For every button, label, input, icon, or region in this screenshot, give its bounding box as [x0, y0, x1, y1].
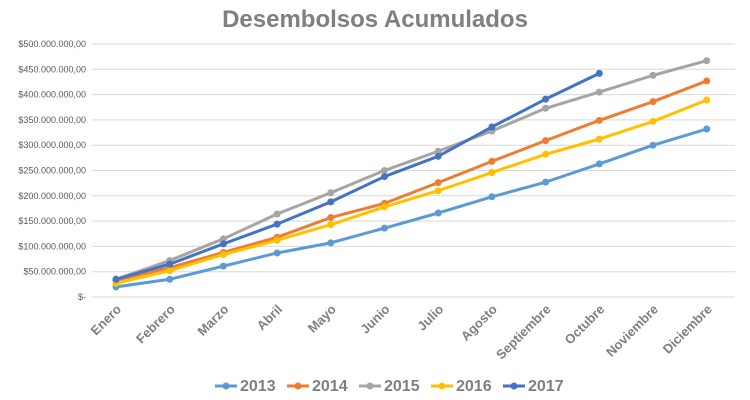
- y-tick-label: $350.000.000,00: [18, 115, 86, 125]
- data-point-2017: [273, 220, 281, 228]
- data-point-2017: [434, 152, 442, 160]
- data-point-2013: [166, 275, 174, 283]
- data-point-2015: [595, 88, 603, 96]
- y-tick-label: $-: [78, 292, 86, 302]
- y-tick-label: $50.000.000,00: [23, 267, 86, 277]
- data-point-2013: [434, 209, 442, 217]
- x-tick-label: Diciembre: [660, 302, 715, 357]
- y-tick-label: $450.000.000,00: [18, 64, 86, 74]
- series-line-2016: [115, 98, 708, 285]
- x-tick-label: Julio: [414, 301, 446, 333]
- legend-marker-2015: [366, 382, 374, 390]
- legend-marker-2017: [510, 382, 518, 390]
- data-point-2013: [273, 249, 281, 257]
- data-point-2017: [542, 95, 550, 103]
- data-point-2015: [327, 189, 335, 197]
- data-point-2016: [542, 150, 550, 158]
- data-point-2017: [219, 240, 227, 248]
- legend-marker-2014: [294, 382, 302, 390]
- x-tick-label: Abril: [254, 302, 286, 334]
- data-point-2017: [112, 275, 120, 283]
- series-line-2013: [115, 127, 708, 289]
- data-point-2015: [542, 104, 550, 112]
- data-point-2016: [595, 135, 603, 143]
- data-point-2015: [219, 235, 227, 243]
- data-point-2014: [649, 98, 657, 106]
- legend-marker-2016: [438, 382, 446, 390]
- series-line-2014: [115, 79, 708, 282]
- data-point-2015: [381, 167, 388, 174]
- x-tick-label: Agosto: [458, 301, 500, 343]
- data-point-2016: [273, 236, 281, 244]
- y-tick-label: $250.000.000,00: [18, 166, 86, 176]
- y-tick-label: $300.000.000,00: [18, 140, 86, 150]
- x-tick-label: Mayo: [305, 301, 339, 335]
- data-point-2013: [488, 193, 496, 201]
- legend-label-2015: 2015: [384, 378, 420, 395]
- legend-label-2016: 2016: [456, 378, 492, 395]
- legend-label-2013: 2013: [240, 378, 276, 395]
- data-point-2014: [542, 137, 550, 145]
- data-point-2017: [166, 260, 174, 268]
- y-tick-label: $500.000.000,00: [18, 39, 86, 49]
- y-tick-label: $200.000.000,00: [18, 191, 86, 201]
- data-point-2014: [327, 214, 335, 222]
- series-line-2017: [115, 71, 600, 281]
- y-tick-label: $100.000.000,00: [18, 241, 86, 251]
- data-point-2013: [595, 160, 603, 168]
- data-point-2014: [434, 179, 442, 187]
- x-tick-label: Septiembre: [493, 302, 554, 363]
- data-point-2016: [219, 250, 227, 258]
- x-tick-label: Marzo: [194, 301, 231, 338]
- data-point-2013: [542, 178, 550, 186]
- data-point-2017: [488, 123, 496, 131]
- data-point-2016: [434, 187, 442, 195]
- data-point-2016: [327, 221, 335, 229]
- data-point-2015: [434, 147, 442, 155]
- data-point-2013: [381, 224, 388, 232]
- legend-label-2014: 2014: [312, 378, 348, 395]
- data-point-2014: [488, 157, 496, 165]
- x-tick-label: Noviembre: [603, 302, 661, 360]
- data-point-2013: [327, 239, 335, 247]
- data-point-2017: [327, 198, 335, 206]
- y-tick-label: $150.000.000,00: [18, 216, 86, 226]
- series-line-2015: [115, 59, 708, 281]
- legend-label-2017: 2017: [528, 378, 564, 395]
- data-point-2013: [649, 141, 657, 149]
- data-point-2014: [595, 116, 603, 124]
- x-tick-label: Octubre: [562, 302, 608, 348]
- legend-marker-2013: [222, 382, 230, 390]
- data-point-2016: [703, 96, 711, 104]
- data-point-2015: [649, 71, 657, 79]
- x-tick-label: Febrero: [133, 301, 178, 346]
- data-point-2016: [166, 267, 174, 275]
- data-point-2014: [703, 77, 711, 85]
- data-point-2015: [273, 210, 281, 218]
- x-tick-label: Junio: [357, 301, 392, 336]
- data-point-2016: [488, 169, 496, 177]
- data-point-2016: [649, 117, 657, 125]
- data-point-2017: [595, 69, 603, 77]
- data-point-2017: [381, 173, 388, 181]
- data-point-2015: [703, 57, 711, 65]
- y-tick-label: $400.000.000,00: [18, 90, 86, 100]
- data-point-2013: [219, 262, 227, 270]
- data-point-2016: [381, 203, 388, 211]
- chart-title: Desembolsos Acumulados: [222, 6, 528, 33]
- x-tick-label: Enero: [87, 301, 124, 338]
- data-point-2013: [703, 125, 711, 133]
